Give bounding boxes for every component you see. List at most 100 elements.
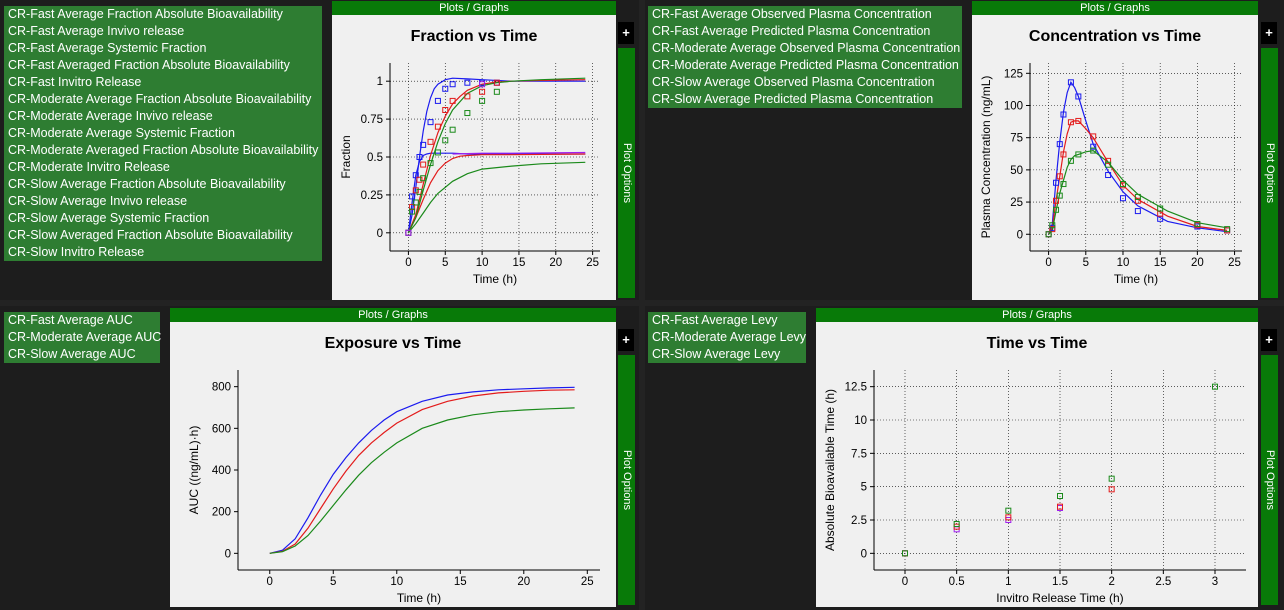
x-tick-label: 5 [1083, 257, 1089, 269]
data-point [420, 175, 427, 182]
chart-title: Exposure vs Time [325, 335, 462, 352]
y-tick-label: 0 [1017, 229, 1023, 241]
series-list-item[interactable]: CR-Slow Average Predicted Plasma Concent… [652, 92, 934, 106]
data-point [412, 187, 419, 194]
y-tick-label: 12.5 [845, 382, 867, 394]
plus-button[interactable]: + [618, 22, 634, 44]
series-line [407, 153, 586, 234]
chart-title: Concentration vs Time [1029, 28, 1201, 45]
series-list-item[interactable]: CR-Fast Average Invivo release [8, 24, 185, 38]
y-tick-label: 25 [1010, 197, 1023, 209]
data-point [1049, 222, 1056, 229]
data-point [1119, 181, 1126, 188]
x-tick-label: 3 [1212, 576, 1218, 588]
data-point [1134, 208, 1141, 215]
data-point [1075, 93, 1082, 100]
data-point [1067, 119, 1074, 126]
series-list-item[interactable]: CR-Slow Average AUC [8, 347, 136, 361]
series-list-item[interactable]: CR-Moderate Average Levy [652, 330, 807, 344]
data-point [493, 88, 500, 95]
data-point [1045, 231, 1052, 238]
data-point [420, 141, 427, 148]
plot-panel-header: Plots / Graphs [972, 1, 1258, 15]
data-point [416, 176, 423, 183]
y-tick-label: 75 [1010, 133, 1023, 145]
data-point [416, 154, 423, 160]
plot-options-button[interactable]: Plot Options [1261, 355, 1278, 605]
plot-options-button[interactable]: Plot Options [618, 48, 635, 298]
series-list-item[interactable]: CR-Fast Average Systemic Fraction [8, 41, 207, 55]
data-point [1005, 507, 1012, 514]
plot-options-label: Plot Options [620, 450, 633, 510]
series-list-item[interactable]: CR-Fast Averaged Fraction Absolute Bioav… [8, 58, 290, 72]
series-list-item[interactable]: CR-Slow Averaged Fraction Absolute Bioav… [8, 228, 293, 242]
series-list-item[interactable]: CR-Slow Average Fraction Absolute Bioava… [8, 177, 286, 191]
series-list-item[interactable]: CR-Moderate Average Observed Plasma Conc… [652, 41, 961, 55]
data-point [1060, 111, 1067, 118]
series-list-exposure: CR-Fast Average AUC CR-Moderate Average A… [4, 312, 162, 363]
series-list-item[interactable]: CR-Moderate Average Invivo release [8, 109, 213, 123]
data-point [953, 521, 960, 527]
plot-panel-fraction: Plots / Graphs Fraction vs Time 0 5 10 15 20 2… [332, 1, 616, 300]
data-point [449, 97, 456, 104]
data-point [434, 149, 441, 156]
y-tick-label: 10 [854, 415, 867, 427]
data-point [1056, 173, 1063, 180]
series-list-item[interactable]: CR-Slow Average Systemic Fraction [8, 211, 210, 225]
data-point [442, 85, 449, 92]
data-point [1057, 493, 1063, 499]
series-list-item[interactable]: CR-Slow Average Levy [652, 347, 781, 361]
data-point [416, 188, 423, 195]
series-list-item[interactable]: CR-Moderate Average Systemic Fraction [8, 126, 235, 140]
data-point [1119, 195, 1126, 202]
plot-options-button[interactable]: Plot Options [618, 355, 635, 605]
plus-button[interactable]: + [618, 329, 634, 351]
x-axis-label: Time (h) [1114, 272, 1158, 286]
series-list-item[interactable]: CR-Slow Average Observed Plasma Concentr… [652, 75, 935, 89]
series-line [269, 389, 575, 554]
y-tick-label: 0.5 [367, 152, 383, 164]
series-list-item[interactable]: CR-Slow Invitro Release [8, 245, 145, 259]
series-list-levy: CR-Fast Average Levy CR-Moderate Average … [648, 312, 806, 363]
concentration-chart: Concentration vs Time 0 5 10 15 20 25 0 25 50 75 10… [979, 28, 1242, 286]
series-list-item[interactable]: CR-Fast Average Fraction Absolute Bioava… [8, 7, 283, 21]
series-list-item[interactable]: CR-Slow Average Invivo release [8, 194, 188, 208]
series-list-item[interactable]: CR-Moderate Average Fraction Absolute Bi… [8, 92, 312, 106]
data-point [479, 81, 486, 88]
x-tick-label: 0 [267, 576, 273, 588]
data-point [464, 110, 471, 117]
data-point [1105, 157, 1112, 164]
series-list-item[interactable]: CR-Moderate Average AUC [8, 330, 162, 344]
series-list-item[interactable]: CR-Fast Average Levy [652, 313, 778, 327]
series-line [269, 386, 575, 554]
y-tick-label: 600 [212, 423, 231, 435]
plus-button[interactable]: + [1261, 22, 1277, 44]
series-list-item[interactable]: CR-Fast Average Observed Plasma Concentr… [652, 7, 932, 21]
y-tick-label: 2.5 [851, 515, 867, 527]
chart-title: Time vs Time [987, 335, 1088, 352]
y-axis-label: Fraction [339, 135, 353, 178]
x-tick-label: 15 [1154, 257, 1167, 269]
series-list-item[interactable]: CR-Moderate Averaged Fraction Absolute B… [8, 143, 319, 157]
plus-button[interactable]: + [1261, 329, 1277, 351]
y-tick-label: 7.5 [851, 448, 867, 460]
data-point [493, 79, 500, 86]
y-tick-label: 0.25 [361, 190, 383, 202]
x-tick-label: 20 [549, 257, 562, 269]
y-tick-label: 100 [1004, 100, 1023, 112]
levy-chart: Time vs Time 0 0.5 1 1.5 2 2.5 3 0 2.5 5 7.5 10 12.5 I… [823, 335, 1246, 605]
series-list-item[interactable]: CR-Fast Average AUC [8, 313, 133, 327]
series-list-item[interactable]: CR-Moderate Average Predicted Plasma Con… [652, 58, 959, 72]
x-axis-label: Time (h) [473, 272, 517, 286]
series-list-item[interactable]: CR-Fast Average Predicted Plasma Concent… [652, 24, 931, 38]
data-point [1090, 143, 1097, 150]
series-list-item[interactable]: CR-Moderate Invitro Release [8, 160, 170, 174]
series-list-item[interactable]: CR-Fast Invitro Release [8, 75, 142, 89]
data-point [1090, 147, 1097, 154]
data-point [1075, 151, 1082, 158]
data-point [1105, 161, 1112, 168]
data-point [1056, 141, 1063, 148]
y-tick-label: 0 [225, 548, 231, 560]
plot-options-button[interactable]: Plot Options [1261, 48, 1278, 298]
y-tick-label: 5 [861, 482, 867, 494]
